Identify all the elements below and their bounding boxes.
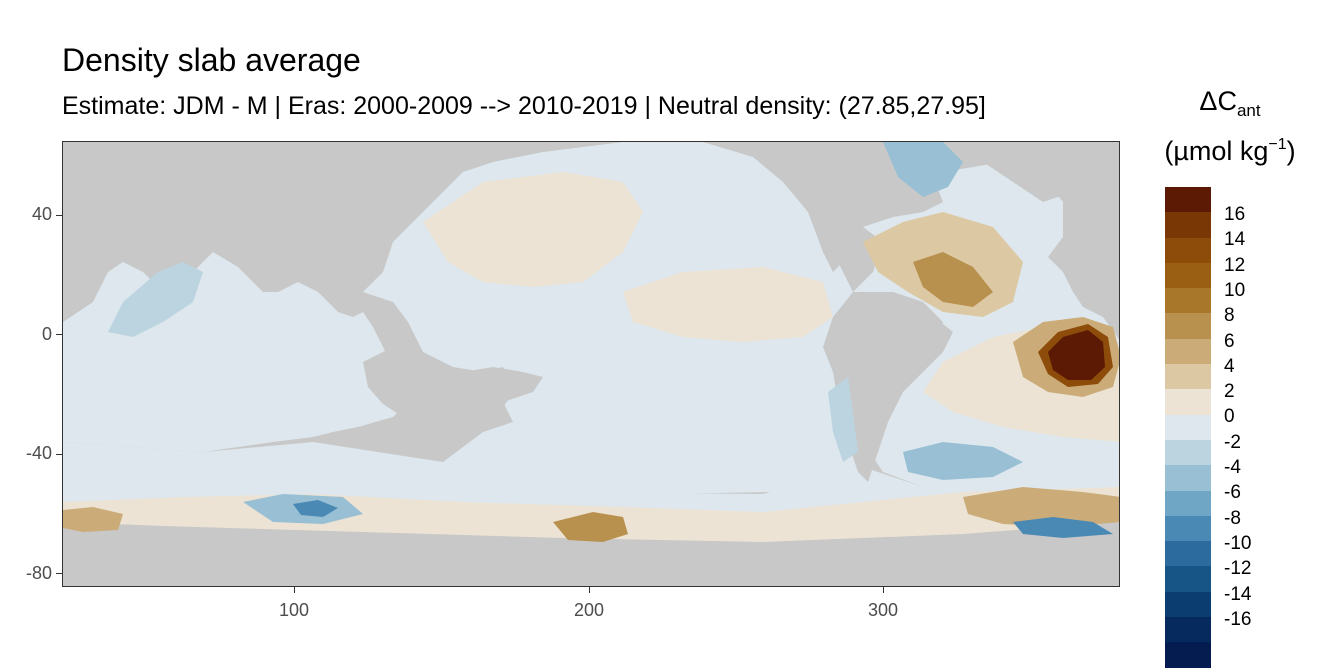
legend-swatch <box>1165 212 1211 238</box>
y-tick-label-0: 0 <box>41 324 52 344</box>
legend-label: -10 <box>1224 532 1252 554</box>
legend-label: -6 <box>1224 482 1241 504</box>
plot-subtitle: Estimate: JDM - M | Eras: 2000-2009 --> … <box>62 92 986 120</box>
legend-label: -12 <box>1224 558 1252 580</box>
europe-africa-east-land <box>1048 182 1119 340</box>
y-tick-label-neg40: -40 <box>25 443 52 463</box>
legend-swatch <box>1165 515 1211 542</box>
y-tick-mark <box>56 215 62 216</box>
australia-land <box>363 347 518 432</box>
legend-swatch <box>1165 541 1211 567</box>
weddell-cool <box>1013 517 1113 538</box>
legend-swatch <box>1165 566 1211 592</box>
north-america-land <box>703 142 943 272</box>
legend-label: -4 <box>1224 457 1241 478</box>
legend-label: 0 <box>1224 406 1235 428</box>
asia-land <box>108 142 463 302</box>
legend-swatch <box>1165 262 1211 289</box>
legend-unit: (µmol kg−1) <box>1160 136 1300 167</box>
south-atlantic-cool <box>903 442 1023 480</box>
legend-label: 16 <box>1224 204 1246 225</box>
legend-unit-suffix: ) <box>1286 136 1296 166</box>
legend-label: 6 <box>1224 330 1235 352</box>
legend-swatch <box>1165 642 1211 668</box>
legend-label: 8 <box>1224 305 1235 327</box>
plot-title: Density slab average <box>62 42 361 78</box>
legend-unit-sup: −1 <box>1268 136 1287 153</box>
legend-title-main: ΔC <box>1199 86 1237 116</box>
legend-swatch <box>1165 313 1211 339</box>
labrador-cool <box>883 142 963 197</box>
legend-swatch <box>1165 617 1211 643</box>
legend-label: 10 <box>1224 279 1246 301</box>
x-tick-label-200: 200 <box>573 600 605 620</box>
legend-color-bar <box>1165 187 1211 668</box>
north-atlantic-core <box>913 252 993 307</box>
legend-swatch <box>1165 237 1211 263</box>
x-tick-label-100: 100 <box>278 600 310 620</box>
legend-label: 2 <box>1224 381 1235 403</box>
y-tick-mark <box>56 334 62 335</box>
greenland-land <box>963 142 1119 202</box>
legend-label: 4 <box>1224 355 1235 377</box>
antarctica-land <box>63 530 1119 586</box>
y-tick-mark <box>56 573 62 574</box>
legend-swatch <box>1165 389 1211 415</box>
east-atlantic-core <box>1048 330 1105 380</box>
y-tick-label-neg80: -80 <box>25 563 52 583</box>
x-tick-mark <box>589 587 590 593</box>
x-tick-mark <box>883 587 884 593</box>
y-tick-label-40: 40 <box>31 204 52 224</box>
legend-label: -8 <box>1224 507 1241 529</box>
west-southern-warm <box>63 507 123 532</box>
legend-unit-prefix: (µmol kg <box>1164 136 1269 166</box>
indian-coastal-cool <box>108 262 203 337</box>
ross-sea-warm <box>553 512 628 542</box>
africa-land <box>63 142 173 312</box>
southern-indian-core <box>293 500 338 517</box>
legend-swatch <box>1165 591 1211 618</box>
legend-swatch <box>1165 364 1211 390</box>
legend-title: ΔCant <box>1160 86 1300 121</box>
legend-title-sub: ant <box>1236 101 1261 120</box>
legend-label: 14 <box>1224 229 1246 251</box>
x-tick-mark <box>294 587 295 593</box>
north-pacific-warm <box>423 172 643 287</box>
tropical-pacific-warm <box>623 267 833 342</box>
map-svg <box>63 142 1119 586</box>
legend-swatch <box>1165 187 1211 213</box>
legend-swatch <box>1165 288 1211 314</box>
south-america-land <box>838 302 953 482</box>
legend-label: -14 <box>1224 583 1252 605</box>
map-panel <box>62 141 1120 587</box>
weddell-warm <box>963 487 1119 527</box>
legend-label: -2 <box>1224 431 1241 453</box>
legend-label: 12 <box>1224 254 1246 276</box>
y-tick-mark <box>56 454 62 455</box>
chile-coast-cool <box>828 377 858 462</box>
legend-swatch <box>1165 465 1211 491</box>
legend-swatch <box>1165 414 1211 440</box>
legend-swatch <box>1165 439 1211 466</box>
legend-swatch <box>1165 490 1211 516</box>
x-tick-label-300: 300 <box>867 600 899 620</box>
legend-label: -16 <box>1224 608 1252 630</box>
legend-swatch <box>1165 338 1211 365</box>
